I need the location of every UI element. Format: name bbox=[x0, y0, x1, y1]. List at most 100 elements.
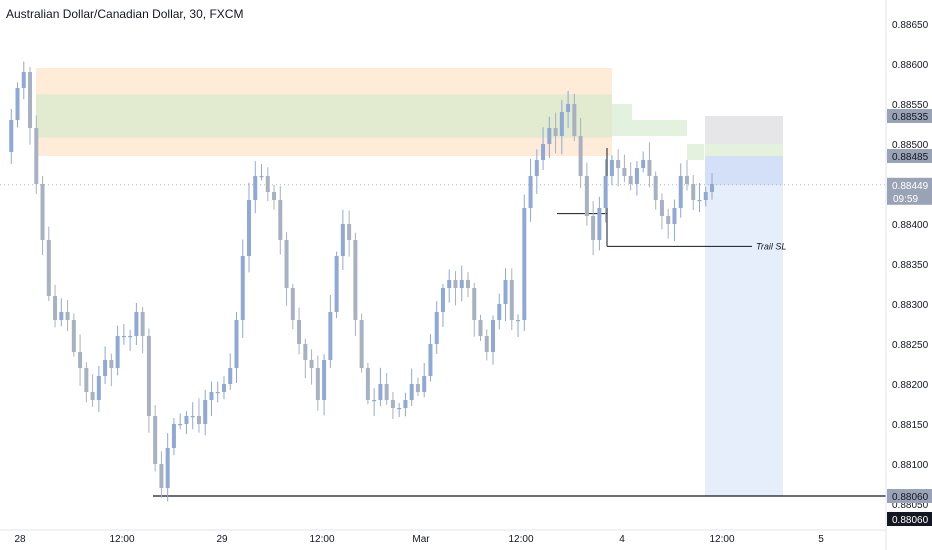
candle-body bbox=[165, 448, 170, 488]
candle-body bbox=[384, 384, 389, 400]
candle-body bbox=[684, 176, 689, 184]
candle-body bbox=[503, 280, 508, 304]
candle-body bbox=[547, 128, 552, 144]
level-tag-0-88485-bg bbox=[887, 149, 932, 163]
candle-body bbox=[265, 176, 270, 192]
candle-body bbox=[478, 320, 483, 336]
candle-body bbox=[272, 192, 277, 200]
candle-body bbox=[559, 112, 564, 136]
last-price-tag-bg bbox=[887, 177, 932, 205]
candle-body bbox=[447, 280, 452, 288]
level-tag-0-88485: 0.88485 bbox=[892, 152, 929, 163]
candle-body bbox=[603, 176, 608, 208]
candle-body bbox=[428, 344, 433, 376]
candle-body bbox=[634, 168, 639, 184]
candle-body bbox=[584, 176, 589, 216]
candle-body bbox=[347, 224, 352, 240]
price-tick-label: 0.88300 bbox=[892, 300, 929, 311]
level-tag-0-88060-a: 0.88060 bbox=[892, 492, 929, 503]
time-tick-label: 28 bbox=[14, 534, 26, 545]
time-tick-label: 29 bbox=[216, 534, 228, 545]
candle-body bbox=[472, 288, 477, 320]
candle-body bbox=[653, 176, 658, 200]
candle-body bbox=[541, 144, 546, 160]
candle-body bbox=[334, 256, 339, 312]
candle-body bbox=[290, 288, 295, 320]
price-tick-label: 0.88250 bbox=[892, 340, 929, 351]
candle-body bbox=[572, 104, 577, 136]
level-tag-0-88060-a-bg bbox=[887, 489, 932, 503]
level-tag-0-88535-bg bbox=[887, 109, 932, 123]
candle-body bbox=[491, 320, 496, 352]
candle-body bbox=[184, 416, 189, 424]
candle-body bbox=[34, 128, 39, 184]
candle-body bbox=[90, 392, 95, 400]
candle-body bbox=[434, 312, 439, 344]
candle-body bbox=[672, 208, 677, 224]
candles-layer bbox=[9, 61, 714, 502]
candle-body bbox=[247, 200, 252, 256]
candle-body bbox=[171, 424, 176, 448]
trail-sl-label: Trail SL bbox=[756, 241, 786, 251]
candle-body bbox=[710, 184, 714, 192]
candle-body bbox=[566, 104, 571, 112]
candle-body bbox=[234, 320, 239, 368]
level-tag-0-88535: 0.88535 bbox=[892, 112, 929, 123]
candle-body bbox=[84, 368, 89, 392]
candle-body bbox=[253, 176, 258, 200]
candle-body bbox=[622, 168, 627, 176]
candle-body bbox=[591, 216, 596, 240]
candle-body bbox=[140, 312, 145, 336]
candle-body bbox=[159, 464, 164, 488]
candle-body bbox=[228, 368, 233, 384]
candle-body bbox=[484, 336, 489, 352]
candle-body bbox=[297, 320, 302, 344]
time-tick-label: 12:00 bbox=[109, 534, 134, 545]
candle-body bbox=[422, 376, 427, 392]
candle-body bbox=[46, 240, 51, 296]
time-axis[interactable]: 28 12:00 29 12:00 Mar 12:00 4 12:00 5 bbox=[0, 529, 886, 545]
price-axis[interactable]: 0.886500.886000.885500.885000.884500.884… bbox=[885, 0, 929, 550]
candle-body bbox=[641, 160, 646, 168]
supply-zone-green bbox=[36, 94, 612, 138]
candle-body bbox=[203, 400, 208, 424]
long-stop-zone bbox=[705, 116, 783, 144]
candle-body bbox=[9, 120, 14, 152]
price-tick-label: 0.88500 bbox=[892, 140, 929, 151]
candle-body bbox=[209, 392, 214, 400]
candle-body bbox=[378, 384, 383, 400]
candle-body bbox=[397, 408, 402, 410]
candle-body bbox=[459, 280, 464, 288]
candle-body bbox=[528, 176, 533, 208]
price-tick-label: 0.88200 bbox=[892, 380, 929, 391]
candle-body bbox=[15, 88, 20, 120]
candle-body bbox=[516, 320, 521, 322]
candle-body bbox=[666, 216, 671, 224]
candle-body bbox=[315, 368, 320, 400]
candle-body bbox=[153, 416, 158, 464]
candle-body bbox=[59, 312, 64, 320]
price-tick-label: 0.88150 bbox=[892, 420, 929, 431]
candle-body bbox=[196, 416, 201, 424]
candle-body bbox=[328, 312, 333, 360]
candle-body bbox=[359, 320, 364, 368]
price-tick-label: 0.88550 bbox=[892, 100, 929, 111]
price-tick-label: 0.88600 bbox=[892, 60, 929, 71]
long-profit-zone bbox=[705, 156, 783, 496]
candle-body bbox=[40, 184, 45, 240]
candle-body bbox=[553, 128, 558, 136]
candle-body bbox=[190, 416, 195, 418]
candle-body bbox=[215, 392, 220, 394]
candle-body bbox=[259, 176, 264, 178]
candle-body bbox=[28, 72, 33, 128]
candle-body bbox=[178, 424, 183, 426]
candle-body bbox=[146, 336, 151, 416]
candle-body bbox=[303, 344, 308, 360]
price-tick-label: 0.88100 bbox=[892, 460, 929, 471]
time-tick-label: 12:00 bbox=[709, 534, 734, 545]
candle-body bbox=[322, 360, 327, 400]
long-open-pnl bbox=[705, 156, 783, 185]
candle-body bbox=[134, 312, 139, 336]
price-tags: 0.88535 0.88485 0.88449 09:59 0.88060 0.88060 bbox=[887, 109, 932, 526]
